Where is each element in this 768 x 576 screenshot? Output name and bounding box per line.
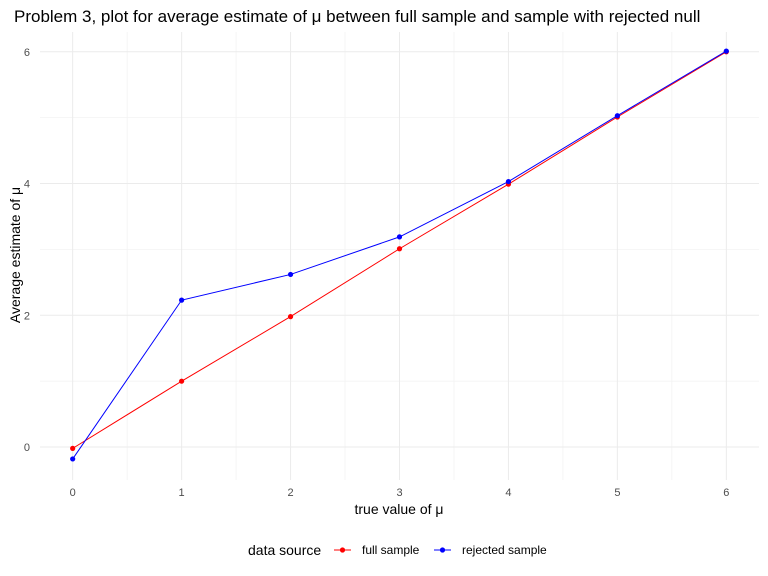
series-0-point [70, 445, 76, 451]
series-layer [70, 48, 729, 462]
y-tick-label: 0 [24, 442, 30, 454]
y-tick-label: 6 [24, 47, 30, 59]
x-tick-label: 6 [723, 487, 729, 499]
x-tick-label: 4 [505, 487, 511, 499]
series-1-point [614, 113, 620, 119]
legend-label: rejected sample [462, 543, 547, 557]
legend-key-point [339, 547, 346, 553]
series-0-point [179, 378, 185, 384]
series-1-point [70, 456, 76, 462]
x-axis-ticks: 0 1 2 3 4 5 6 [70, 487, 730, 499]
y-axis-title: Average estimate of μ [7, 187, 23, 323]
y-tick-label: 2 [24, 310, 30, 322]
series-1-point [505, 178, 512, 185]
series-1-point [179, 297, 185, 303]
x-tick-label: 5 [614, 487, 620, 499]
x-tick-label: 2 [287, 487, 293, 499]
legend-title: data source [248, 542, 321, 558]
grid [40, 32, 759, 480]
x-axis-title: true value of μ [354, 501, 443, 517]
chart-title: Problem 3, plot for average estimate of … [14, 7, 700, 26]
x-tick-label: 3 [396, 487, 402, 499]
y-axis-ticks: 0 2 4 6 [24, 47, 30, 454]
x-tick-label: 0 [70, 487, 76, 499]
series-0-point [396, 246, 403, 252]
series-0-point [287, 314, 294, 320]
x-tick-label: 1 [179, 487, 185, 499]
legend-key-point [439, 547, 446, 553]
legend: data source full sample rejected sample [248, 542, 547, 558]
series-1-point [396, 234, 403, 240]
series-1-point [723, 48, 729, 54]
legend-label: full sample [362, 543, 420, 557]
y-tick-label: 4 [24, 179, 30, 191]
series-1-point [287, 271, 294, 278]
